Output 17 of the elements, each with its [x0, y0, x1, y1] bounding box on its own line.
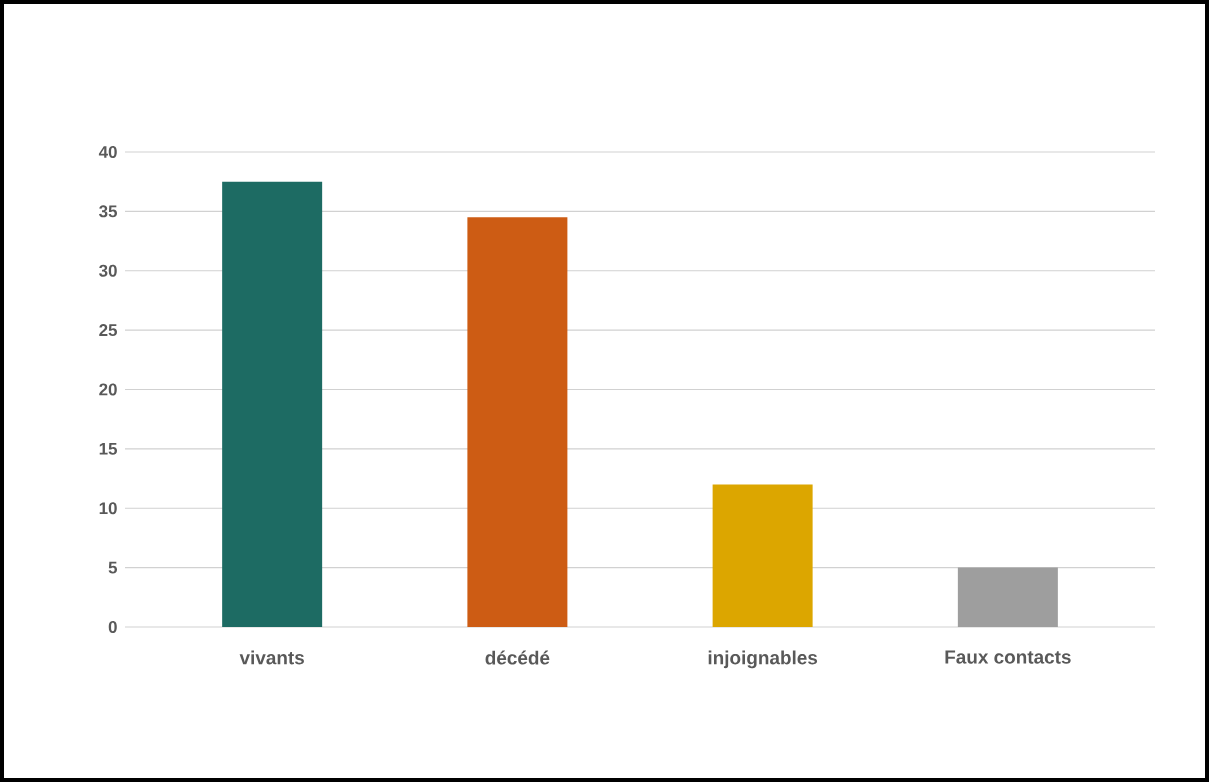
y-tick-label: 25	[99, 324, 118, 337]
y-tick-label: 20	[99, 383, 117, 396]
y-tick-label: 30	[99, 264, 117, 277]
y-tick-label: 35	[99, 205, 118, 218]
x-tick-label: vivants	[239, 650, 304, 665]
y-tick-label: 40	[98, 145, 117, 158]
y-tick-label: 5	[108, 561, 118, 574]
bar	[712, 484, 813, 627]
y-tick-label: 0	[108, 620, 117, 633]
bar	[467, 217, 568, 627]
y-tick-label: 10	[99, 502, 117, 515]
x-tick-label: Faux contacts	[945, 650, 1071, 664]
y-tick-label: 15	[99, 442, 118, 455]
x-tick-label: injoignables	[708, 650, 818, 669]
bar	[222, 181, 323, 627]
bar	[957, 567, 1058, 627]
x-tick-label: décédé	[485, 650, 550, 665]
